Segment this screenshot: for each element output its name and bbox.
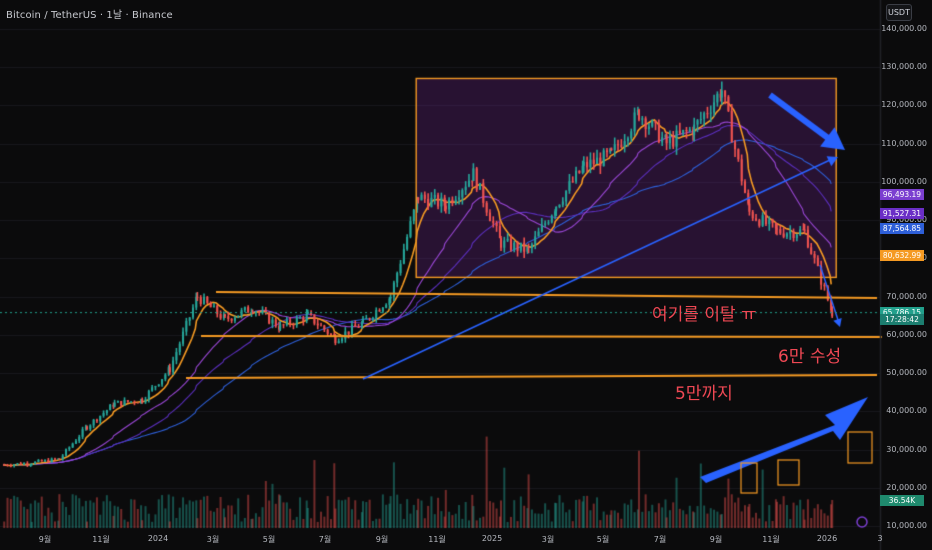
x-tick-label: 7월	[653, 535, 667, 544]
y-tick-label: 70,000.00	[886, 291, 927, 301]
y-tick-label: 40,000.00	[886, 406, 927, 416]
x-tick-label: 9월	[709, 535, 723, 544]
annotation-break: 여기를 이탈 ㅠ	[652, 305, 757, 325]
x-tick-label: 9월	[38, 535, 52, 544]
currency-button[interactable]: USDT	[886, 4, 912, 21]
x-tick-label: 11월	[762, 535, 780, 544]
y-tick-label: 10,000.00	[886, 521, 927, 530]
y-tick-label: 120,000.00	[881, 100, 927, 110]
x-tick-label: 3	[877, 534, 883, 543]
x-tick-label: 11월	[428, 535, 446, 544]
price-tag: 96,493.19	[880, 189, 924, 201]
price-tag: 65,786.15	[880, 306, 924, 318]
annotation-50k: 5만까지	[675, 384, 733, 404]
chart-title: Bitcoin / TetherUS · 1날 · Binance	[6, 10, 173, 21]
x-tick-label: 2024	[147, 534, 169, 543]
price-tag: 17:28:42	[880, 313, 924, 325]
y-tick-label: 30,000.00	[886, 444, 927, 454]
x-tick-label: 11월	[92, 535, 110, 544]
price-tag: 80,632.99	[880, 249, 924, 261]
x-tick-label: 9월	[375, 535, 389, 544]
price-tag: 91,527.31	[880, 208, 924, 220]
x-tick-label: 2025	[481, 534, 503, 543]
x-tick-label: 3월	[206, 535, 220, 544]
y-tick-label: 100,000.00	[881, 176, 927, 186]
x-tick-label: 2026	[816, 534, 838, 543]
x-tick-label: 3월	[541, 535, 555, 544]
y-tick-label: 130,000.00	[881, 62, 927, 71]
y-tick-label: 50,000.00	[886, 368, 927, 377]
price-tag: 87,564.85	[880, 223, 924, 235]
y-tick-label: 90,000.00	[886, 215, 927, 224]
x-tick-label: 5월	[596, 535, 610, 544]
price-tag: 36.54K	[880, 495, 924, 507]
y-tick-label: 110,000.00	[881, 138, 927, 148]
y-tick-label: 20,000.00	[886, 482, 927, 492]
y-tick-label: 60,000.00	[886, 329, 927, 339]
y-tick-label: 140,000.00	[881, 23, 927, 33]
annotation-60k: 6만 수성	[778, 347, 842, 367]
x-tick-label: 5월	[262, 535, 276, 544]
x-tick-label: 7월	[318, 535, 332, 544]
